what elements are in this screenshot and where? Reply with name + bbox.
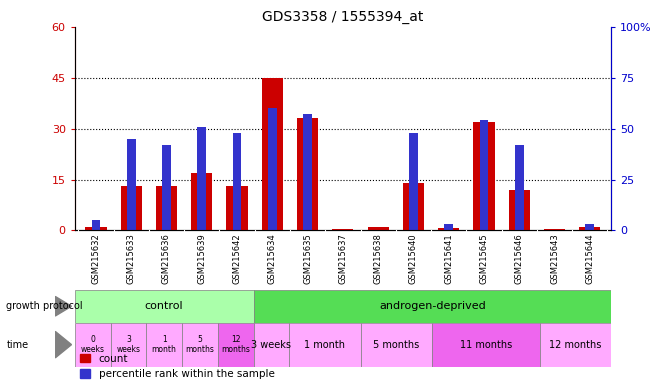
Text: GSM215646: GSM215646 (515, 233, 524, 284)
Bar (85, 227, 107, 230)
Bar (509, 190, 530, 230)
Bar (544, 229, 565, 230)
Bar (361, 323, 432, 367)
Legend: count, percentile rank within the sample: count, percentile rank within the sample (80, 354, 274, 379)
Text: growth protocol: growth protocol (6, 301, 83, 311)
Text: 11 months: 11 months (460, 339, 512, 350)
Text: GSM215637: GSM215637 (339, 233, 347, 284)
Text: GSM215639: GSM215639 (197, 233, 206, 284)
Text: 12
months: 12 months (221, 335, 250, 354)
Bar (473, 122, 495, 230)
Text: 12 months: 12 months (549, 339, 601, 350)
Text: 5 months: 5 months (373, 339, 420, 350)
Text: GSM215633: GSM215633 (127, 233, 136, 284)
Text: GSM215643: GSM215643 (550, 233, 559, 284)
Bar (182, 323, 218, 367)
Bar (367, 227, 389, 230)
Bar (586, 224, 594, 230)
Text: 5
months: 5 months (185, 335, 214, 354)
Text: 3 weeks: 3 weeks (252, 339, 291, 350)
Title: GDS3358 / 1555394_at: GDS3358 / 1555394_at (262, 10, 424, 25)
Text: 3
weeks: 3 weeks (116, 335, 140, 354)
Bar (303, 114, 312, 230)
Bar (579, 227, 601, 230)
Bar (445, 224, 453, 230)
Bar (111, 323, 146, 367)
Text: GSM215641: GSM215641 (444, 233, 453, 284)
Bar (226, 186, 248, 230)
Bar (262, 78, 283, 230)
Bar (289, 323, 361, 367)
Bar (233, 133, 241, 230)
Bar (515, 145, 524, 230)
Bar (127, 139, 136, 230)
Bar (146, 323, 182, 367)
Bar (198, 127, 206, 230)
Bar (254, 323, 289, 367)
Text: GSM215634: GSM215634 (268, 233, 277, 284)
Bar (191, 173, 213, 230)
Text: GSM215638: GSM215638 (374, 233, 383, 284)
Bar (432, 323, 540, 367)
Text: 1 month: 1 month (304, 339, 346, 350)
Text: time: time (6, 339, 29, 350)
Bar (297, 118, 318, 230)
Text: control: control (145, 301, 183, 311)
Bar (409, 133, 418, 230)
Bar (156, 186, 177, 230)
Bar (218, 323, 254, 367)
Text: GSM215644: GSM215644 (586, 233, 594, 284)
Bar (162, 145, 171, 230)
Bar (480, 121, 488, 230)
Text: GSM215642: GSM215642 (233, 233, 242, 284)
Text: androgen-deprived: androgen-deprived (379, 301, 486, 311)
Text: 0
weeks: 0 weeks (81, 335, 105, 354)
Polygon shape (55, 331, 72, 358)
Text: GSM215636: GSM215636 (162, 233, 171, 284)
Bar (540, 323, 611, 367)
Bar (92, 220, 100, 230)
Text: GSM215640: GSM215640 (409, 233, 418, 284)
Polygon shape (55, 296, 72, 316)
Bar (75, 290, 254, 323)
Text: GSM215645: GSM215645 (480, 233, 489, 284)
Bar (332, 229, 354, 230)
Bar (254, 290, 611, 323)
Bar (403, 183, 424, 230)
Bar (438, 228, 460, 230)
Bar (268, 108, 277, 230)
Text: GSM215632: GSM215632 (92, 233, 100, 284)
Text: 1
month: 1 month (151, 335, 177, 354)
Bar (75, 323, 110, 367)
Bar (121, 186, 142, 230)
Text: GSM215635: GSM215635 (303, 233, 312, 284)
